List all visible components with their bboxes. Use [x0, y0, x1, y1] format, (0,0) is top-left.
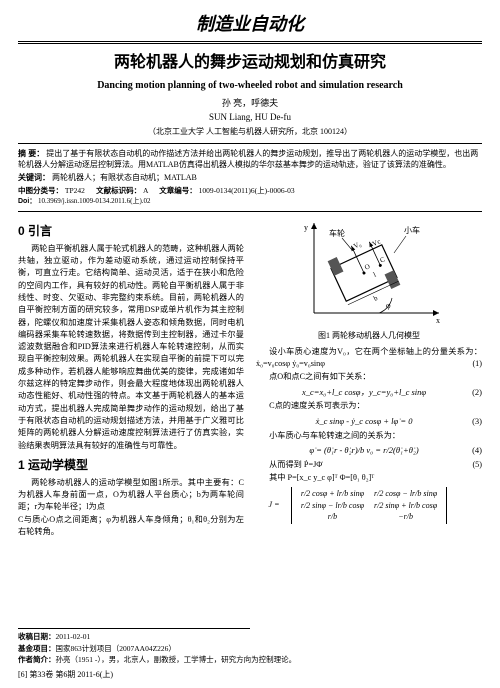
- figure-1: x y O C V₀ Vc b l: [256, 218, 482, 342]
- figure-1-caption: 图1 两轮移动机器人几何模型: [256, 330, 482, 342]
- col2-p5: 从而得到 Ṗ=JΦ̇ (5): [256, 459, 482, 471]
- section-0-head: 0 引言: [18, 222, 244, 240]
- jacobian-matrix: r/2 cosφ + lr/b sinφr/2 cosφ − lr/b sinφ…: [256, 487, 482, 533]
- svg-text:Vc: Vc: [371, 237, 382, 248]
- col2-p1: 设小车质心速度为V₀，它在两个坐标轴上的分量关系为：ẋ₀=v₀cosφ ẏ₀=v…: [256, 346, 482, 371]
- received-label: 收稿日期：: [18, 632, 56, 641]
- authors-en: SUN Liang, HU De-fu: [18, 111, 482, 124]
- keywords-label: 关键词：: [18, 173, 50, 182]
- section-1-head: 1 运动学模型: [18, 456, 244, 474]
- paper-title-en: Dancing motion planning of two-wheeled r…: [18, 79, 482, 93]
- doi-label: Doi：: [18, 198, 36, 205]
- fund-text: 国家863计划项目（2007AA04Z226）: [56, 644, 176, 653]
- doi: 10.3969/j.issn.1009-0134.2011.6(上).02: [38, 197, 151, 205]
- fund-label: 基金项目：: [18, 644, 56, 653]
- eq1-num: (1): [459, 358, 482, 370]
- col2-p4: 小车质心与车轮转速之间的关系为：: [256, 430, 482, 442]
- author-bio: 孙亮（1951 -），男，北京人，副教授，工学博士，研究方向为控制理论。: [56, 655, 297, 664]
- artno-label: 文章编号：: [159, 186, 197, 195]
- svg-text:y: y: [304, 223, 308, 232]
- svg-text:l: l: [372, 270, 377, 278]
- section-1-p2: C与质心O点之间距离；φ为机器人车身倾角；θ₁和θ₂分别为左右轮转角。: [18, 514, 244, 539]
- svg-text:φ: φ: [386, 301, 391, 310]
- figure-1-svg: x y O C V₀ Vc b l: [294, 218, 444, 328]
- body-columns: 0 引言 两轮自平衡机器人属于轮式机器人的范畴，这种机器人两轮共轴，独立驱动，作…: [18, 218, 482, 648]
- svg-text:O: O: [363, 262, 371, 271]
- journal-header: 制造业自动化: [18, 12, 482, 37]
- col2-p3: C点的速度关系可表示为：: [256, 400, 482, 412]
- eq2: x_c=x₀+l_c cosφ，y_c=y₀+l_c sinφ (2): [256, 386, 482, 399]
- col2-p2: 点O和点C之间有如下关系：: [256, 371, 482, 383]
- svg-text:小车: 小车: [404, 225, 420, 235]
- clc: TP242: [65, 186, 85, 195]
- authors-cn: 孙 亮，呼德夫: [18, 97, 482, 110]
- affiliation: （北京工业大学 人工智能与机器人研究所，北京 100124）: [18, 126, 482, 137]
- header-rule: [18, 41, 482, 44]
- docmark: A: [143, 186, 148, 195]
- received-date: 2011-02-01: [56, 632, 91, 641]
- col2-p6: 其中 P=[x_c y_c φ]ᵀ Φ=[θ₁ θ₂]ᵀ: [256, 472, 482, 484]
- docmark-label: 文献标识码：: [96, 186, 141, 195]
- abstract-label: 摘 要：: [18, 149, 44, 158]
- section-0-p1: 两轮自平衡机器人属于轮式机器人的范畴，这种机器人两轮共轴，独立驱动，作为差动驱动…: [18, 243, 244, 452]
- eq4: φ̇ = (θ̇₁r - θ̇₂r)/b v₀ = r/2(θ̇₁+θ̇₂) (…: [256, 444, 482, 457]
- svg-text:C: C: [379, 255, 387, 264]
- clc-label: 中图分类号：: [18, 186, 63, 195]
- paper-title-cn: 两轮机器人的舞步运动规划和仿真研究: [18, 52, 482, 74]
- svg-text:b: b: [372, 294, 379, 303]
- page-info: [6] 第33卷 第6期 2011-6(上): [18, 669, 482, 680]
- abstract-block: 摘 要： 提出了基于有限状态自动机的动作描述方法并给出两轮机器人的舞步运动规划，…: [18, 143, 482, 212]
- artno: 1009-0134(2011)6(上)-0006-03: [199, 186, 295, 195]
- svg-text:V₀: V₀: [352, 240, 363, 251]
- svg-text:x: x: [436, 316, 440, 325]
- keywords-text: 两轮机器人；有限状态自动机；MATLAB: [52, 173, 197, 182]
- author-label: 作者简介：: [18, 655, 56, 664]
- eq3: ẋ_c sinφ - ẏ_c cosφ + lφ̇ = 0 (3): [256, 415, 482, 428]
- footer: 收稿日期：2011-02-01 基金项目：国家863计划项目（2007AA04Z…: [18, 628, 482, 680]
- svg-text:车轮: 车轮: [329, 228, 345, 238]
- section-1-p1: 两轮移动机器人的运动学模型如图1所示。其中主要有：C为机器人车身前面一点，O为机…: [18, 477, 244, 514]
- abstract-text: 提出了基于有限状态自动机的动作描述方法并给出两轮机器人的舞步运动规划，推导出了两…: [18, 149, 478, 169]
